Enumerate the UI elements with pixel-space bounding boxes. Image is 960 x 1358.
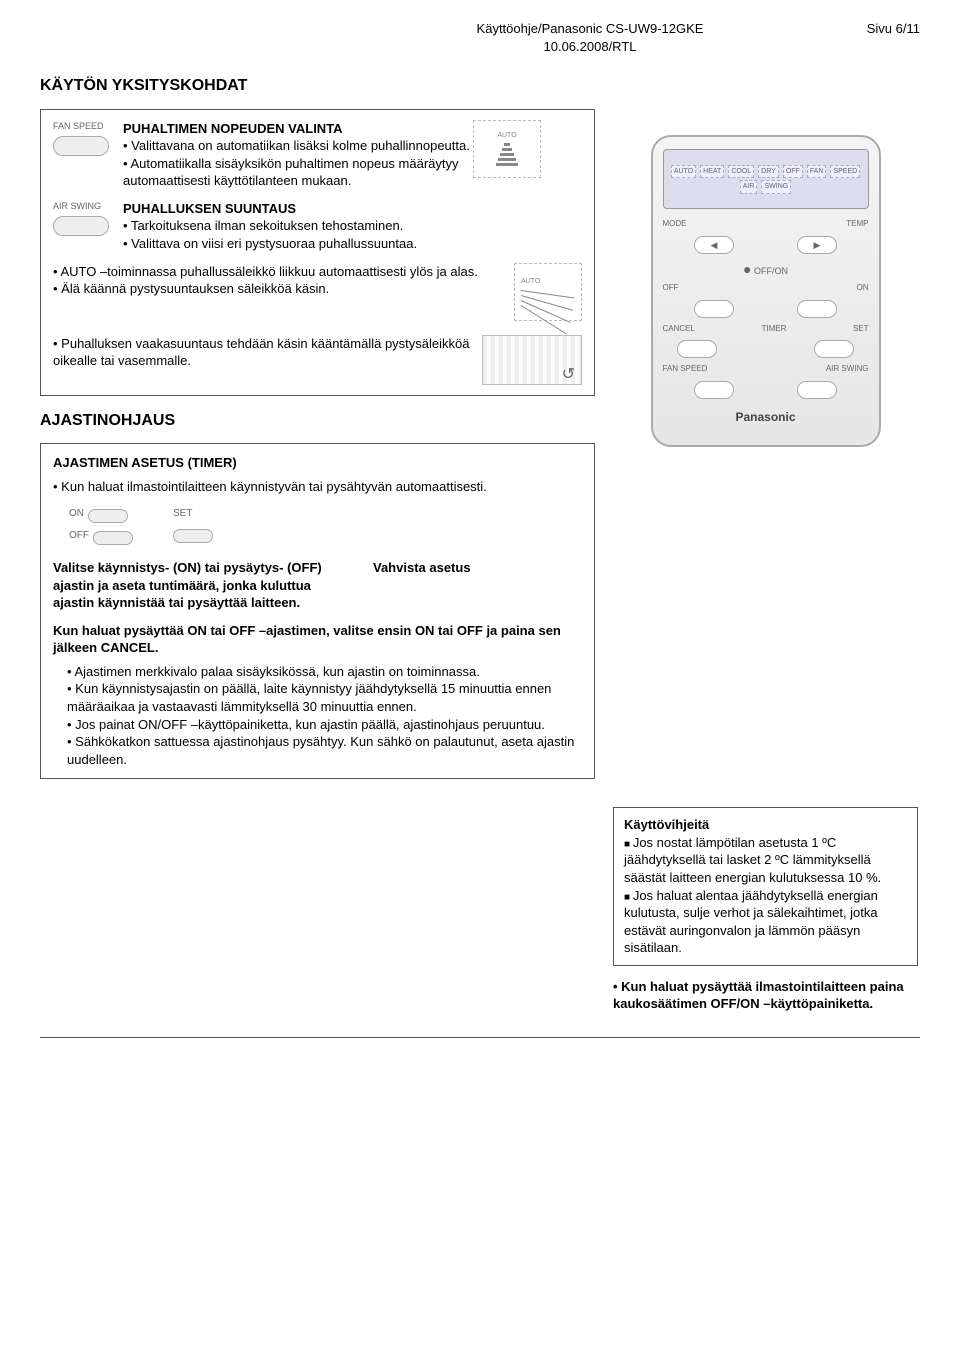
timer-note-3: Jos painat ON/OFF –käyttöpainiketta, kun… (67, 716, 582, 734)
auto-note-1: AUTO –toiminnassa puhallussäleikkö liikk… (53, 263, 504, 281)
remote-illustration: AUTO HEAT COOL DRY OFF FAN SPEED AIR SWI… (651, 135, 881, 447)
tips-box: Käyttövihjeitä Jos nostat lämpötilan ase… (613, 807, 918, 965)
header-page: Sivu 6/11 (800, 20, 920, 55)
final-stop-line: Kun haluat pysäyttää ilmastointilaitteen… (613, 978, 918, 1013)
fan-bullet-1: Valittavana on automatiikan lisäksi kolm… (123, 137, 473, 155)
footer-rule (40, 1037, 920, 1038)
remote-set-label: SET (853, 324, 869, 335)
tip-1: Jos nostat lämpötilan asetusta 1 ºC jääh… (624, 834, 907, 887)
choose-on-off-text: Valitse käynnistys- (ON) tai pysäytys- (… (53, 559, 333, 612)
remote-set-button (814, 340, 854, 358)
remote-lcd: AUTO HEAT COOL DRY OFF FAN SPEED AIR SWI… (663, 149, 869, 209)
swing-bullet-2: Valittava on viisi eri pystysuoraa puhal… (123, 235, 473, 253)
confirm-setting-text: Vahvista asetus (373, 559, 471, 577)
air-swing-button-illus: AIR SWING (53, 200, 123, 241)
air-swing-label: AIR SWING (53, 200, 123, 212)
remote-timer-label: TIMER (762, 324, 787, 335)
remote-offon-label: ● OFF/ON (663, 260, 869, 279)
remote-fanspeed-label: FAN SPEED (663, 364, 708, 375)
tip-2: Jos haluat alentaa jäähdytyksellä energi… (624, 887, 907, 957)
remote-mode-button: ◀ (694, 236, 734, 254)
off-button-icon (93, 531, 133, 545)
fan-airswing-box: FAN SPEED PUHALTIMEN NOPEUDEN VALINTA Va… (40, 109, 595, 396)
header-device: Käyttöohje/Panasonic CS-UW9-12GKE (380, 20, 800, 38)
remote-off-button (694, 300, 734, 318)
timer-box: AJASTIMEN ASETUS (TIMER) Kun haluat ilma… (40, 443, 595, 779)
remote-brand-label: Panasonic (663, 409, 869, 425)
tips-title: Käyttövihjeitä (624, 816, 907, 834)
main-title: KÄYTÖN YKSITYSKOHDAT (40, 75, 595, 97)
header-date: 10.06.2008/RTL (380, 38, 800, 56)
remote-airswing-button (797, 381, 837, 399)
fan-speed-button-illus: FAN SPEED (53, 120, 123, 161)
timer-title: AJASTINOHJAUS (40, 410, 595, 432)
remote-temp-label: TEMP (846, 219, 868, 230)
hand-adjust-illustration (482, 335, 582, 385)
stop-timer-text: Kun haluat pysäyttää ON tai OFF –ajastim… (53, 622, 582, 657)
auto-note-2: Älä käännä pystysuuntauksen säleikköä kä… (53, 280, 504, 298)
set-button-icon (173, 529, 213, 543)
page-header: Käyttöohje/Panasonic CS-UW9-12GKE 10.06.… (40, 20, 920, 55)
fan-speed-diagram: AUTO (473, 120, 541, 178)
fan-bullet-2: Automatiikalla sisäyksikön puhaltimen no… (123, 155, 473, 190)
timer-set-title: AJASTIMEN ASETUS (TIMER) (53, 454, 582, 472)
fan-speed-button-icon (53, 136, 109, 156)
remote-on-button (797, 300, 837, 318)
remote-airswing-label: AIR SWING (826, 364, 869, 375)
off-label: OFF (69, 529, 89, 543)
timer-note-4: Sähkökatkon sattuessa ajastinohjaus pysä… (67, 733, 582, 768)
horiz-swing-note: Puhalluksen vaakasuuntaus tehdään käsin … (53, 335, 472, 370)
timer-intro-line: Kun haluat ilmastointilaitteen käynnisty… (53, 478, 582, 496)
on-button-icon (88, 509, 128, 523)
remote-fanspeed-button (694, 381, 734, 399)
swing-section-title: PUHALLUKSEN SUUNTAUS (123, 200, 473, 218)
remote-cancel-button (677, 340, 717, 358)
remote-cancel-label: CANCEL (663, 324, 695, 335)
remote-off-label: OFF (663, 283, 679, 294)
header-center: Käyttöohje/Panasonic CS-UW9-12GKE 10.06.… (40, 20, 800, 55)
air-swing-button-icon (53, 216, 109, 236)
swing-bullet-1: Tarkoituksena ilman sekoituksen tehostam… (123, 217, 473, 235)
louver-diagram: AUTO (514, 263, 582, 321)
timer-note-2: Kun käynnistysajastin on päällä, laite k… (67, 680, 582, 715)
fan-speed-label: FAN SPEED (53, 120, 123, 132)
set-label: SET (173, 507, 213, 521)
timer-note-1: Ajastimen merkkivalo palaa sisäyksikössä… (67, 663, 582, 681)
on-label: ON (69, 507, 84, 521)
fan-section-title: PUHALTIMEN NOPEUDEN VALINTA (123, 120, 473, 138)
diag-auto-label: AUTO (497, 131, 516, 140)
remote-mode-label: MODE (663, 219, 687, 230)
on-off-set-illustration: ON OFF SET (69, 505, 582, 545)
remote-on-label: ON (857, 283, 869, 294)
remote-temp-button: ▶ (797, 236, 837, 254)
